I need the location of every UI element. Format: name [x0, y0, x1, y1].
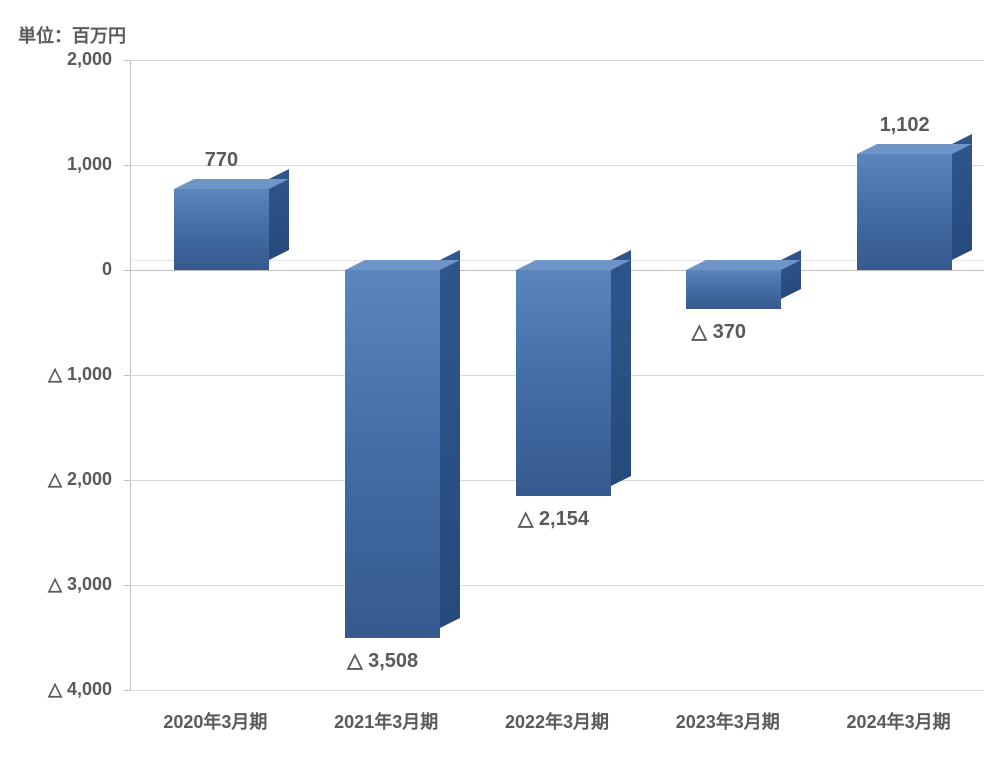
bar-front	[174, 189, 269, 270]
bar-front	[686, 270, 781, 309]
y-tick-mark	[124, 480, 130, 481]
x-tick-label: 2023年3月期	[642, 708, 813, 734]
bar-side	[952, 134, 972, 260]
gridline	[130, 585, 984, 586]
y-tick-mark	[124, 165, 130, 166]
bar-value-label: △ 2,154	[518, 506, 589, 531]
y-tick-label: 0	[0, 259, 112, 280]
unit-label: 単位：百万円	[18, 22, 126, 48]
x-tick-label: 2022年3月期	[472, 708, 643, 734]
bar-side	[611, 250, 631, 486]
financial-bar-chart: 単位：百万円 2,000 1,000 0 △ 1,000 △ 2,000 △ 3,000 △…	[0, 0, 1004, 767]
bar-side	[781, 250, 801, 299]
bar-value-label: 1,102	[875, 114, 935, 137]
y-tick-mark	[124, 585, 130, 586]
bar-top	[174, 179, 289, 189]
y-tick-label: △ 1,000	[0, 364, 112, 385]
bar-value-label: △ 3,508	[347, 648, 418, 673]
bar-side	[440, 250, 460, 628]
bar-value-label: 770	[191, 149, 251, 172]
y-tick-label: △ 3,000	[0, 574, 112, 595]
bar-value-label: △ 370	[689, 319, 749, 344]
bar-top	[345, 260, 460, 270]
x-tick-label: 2024年3月期	[813, 708, 984, 734]
x-tick-label: 2021年3月期	[301, 708, 472, 734]
y-tick-label: △ 2,000	[0, 469, 112, 490]
bar-front	[857, 154, 952, 270]
y-tick-mark	[124, 375, 130, 376]
bar-front	[345, 270, 440, 638]
x-tick-label: 2020年3月期	[130, 708, 301, 734]
y-tick-label: △ 4,000	[0, 679, 112, 700]
y-tick-label: 2,000	[0, 49, 112, 70]
gridline	[130, 690, 984, 691]
gridline	[130, 60, 984, 61]
bar-top	[516, 260, 631, 270]
bar-front	[516, 270, 611, 496]
y-tick-label: 1,000	[0, 154, 112, 175]
y-tick-mark	[124, 60, 130, 61]
y-tick-mark	[124, 690, 130, 691]
gridline	[130, 165, 984, 166]
